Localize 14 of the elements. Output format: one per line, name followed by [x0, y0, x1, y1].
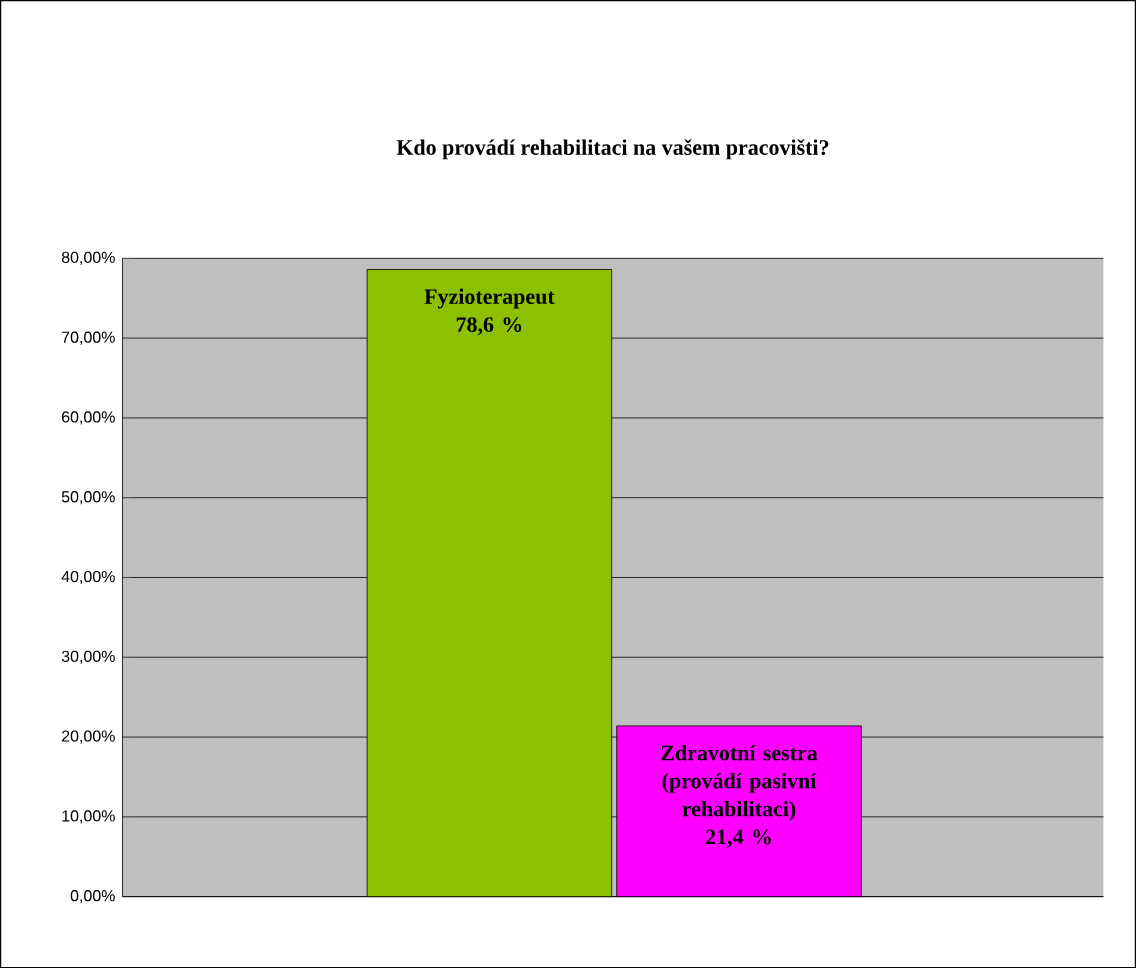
y-tick-label: 80,00% — [61, 251, 115, 265]
y-tick-label: 60,00% — [62, 411, 115, 425]
x-tick-label: Fyzioterapeut — [424, 288, 555, 309]
x-tick-label: Zdravotní sestra (provádí pasivní rehabilitaci) — [661, 744, 818, 821]
data-label: 21,4 % — [706, 829, 771, 848]
y-tick-label: 0,00% — [70, 889, 115, 904]
chart-title: Kdo provádí rehabilitaci na vašem pracovišti? — [396, 139, 829, 160]
y-tick-label: 50,00% — [61, 491, 115, 505]
y-tick-label: 20,00% — [62, 730, 115, 744]
data-label: 78,6 % — [456, 317, 522, 336]
y-tick-label: 10,00% — [62, 810, 115, 824]
y-tick-label: 30,00% — [61, 650, 115, 664]
y-tick-label: 40,00% — [61, 570, 115, 584]
y-tick-label: 70,00% — [62, 331, 115, 345]
